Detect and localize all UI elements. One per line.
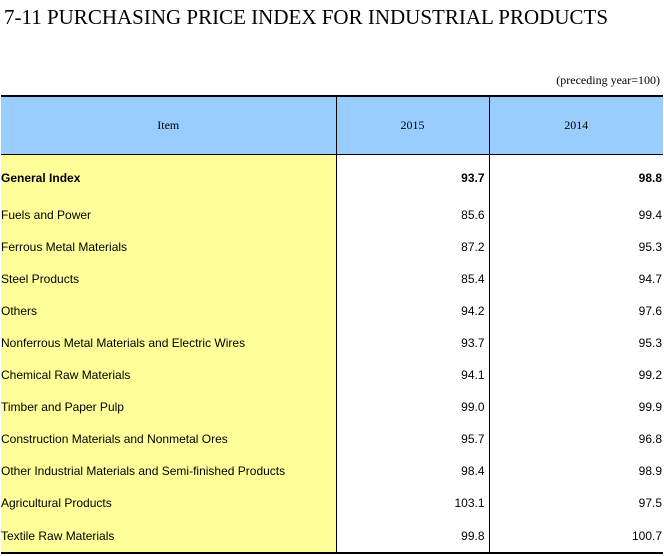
row-value-2014: 98.8 bbox=[488, 154, 663, 199]
table-row: Nonferrous Metal Materials and Electric … bbox=[1, 327, 663, 359]
row-value-2014: 99.9 bbox=[488, 391, 663, 423]
row-item-label: Timber and Paper Pulp bbox=[1, 391, 336, 423]
price-index-table: Item 2015 2014 General Index 93.7 98.8 F… bbox=[1, 95, 663, 554]
row-value-2014: 97.6 bbox=[488, 295, 663, 327]
page-title: 7-11 PURCHASING PRICE INDEX FOR INDUSTRI… bbox=[4, 5, 608, 29]
row-value-2015: 93.7 bbox=[335, 327, 489, 359]
header-item: Item bbox=[1, 95, 336, 155]
row-item-label: Chemical Raw Materials bbox=[1, 359, 336, 391]
row-value-2015: 87.2 bbox=[335, 231, 489, 263]
row-item-label: Others bbox=[1, 295, 336, 327]
table-row: Other Industrial Materials and Semi-fini… bbox=[1, 455, 663, 487]
table-row: Fuels and Power 85.6 99.4 bbox=[1, 199, 663, 231]
row-value-2015: 99.8 bbox=[335, 519, 489, 554]
header-2015: 2015 bbox=[335, 95, 489, 155]
row-value-2014: 96.8 bbox=[488, 423, 663, 455]
row-value-2015: 94.1 bbox=[335, 359, 489, 391]
row-value-2015: 85.6 bbox=[335, 199, 489, 231]
row-value-2015: 95.7 bbox=[335, 423, 489, 455]
row-value-2014: 99.2 bbox=[488, 359, 663, 391]
row-value-2014: 97.5 bbox=[488, 487, 663, 519]
row-value-2014: 98.9 bbox=[488, 455, 663, 487]
row-value-2014: 95.3 bbox=[488, 327, 663, 359]
table-row: Agricultural Products 103.1 97.5 bbox=[1, 487, 663, 519]
table-row: General Index 93.7 98.8 bbox=[1, 154, 663, 199]
row-value-2014: 94.7 bbox=[488, 263, 663, 295]
row-value-2014: 95.3 bbox=[488, 231, 663, 263]
row-value-2015: 93.7 bbox=[335, 154, 489, 199]
table-row: Timber and Paper Pulp 99.0 99.9 bbox=[1, 391, 663, 423]
row-item-label: Nonferrous Metal Materials and Electric … bbox=[1, 327, 336, 359]
table-row: Textile Raw Materials 99.8 100.7 bbox=[1, 519, 663, 554]
row-item-label: Ferrous Metal Materials bbox=[1, 231, 336, 263]
header-2014: 2014 bbox=[488, 95, 663, 155]
table-row: Others 94.2 97.6 bbox=[1, 295, 663, 327]
row-value-2014: 99.4 bbox=[488, 199, 663, 231]
row-value-2015: 103.1 bbox=[335, 487, 489, 519]
table-body: General Index 93.7 98.8 Fuels and Power … bbox=[1, 154, 663, 554]
row-item-label: Construction Materials and Nonmetal Ores bbox=[1, 423, 336, 455]
table-row: Construction Materials and Nonmetal Ores… bbox=[1, 423, 663, 455]
row-value-2014: 100.7 bbox=[488, 519, 663, 554]
table-row: Ferrous Metal Materials 87.2 95.3 bbox=[1, 231, 663, 263]
row-value-2015: 85.4 bbox=[335, 263, 489, 295]
table-row: Steel Products 85.4 94.7 bbox=[1, 263, 663, 295]
row-item-label: Textile Raw Materials bbox=[1, 519, 336, 554]
row-value-2015: 98.4 bbox=[335, 455, 489, 487]
unit-note: (preceding year=100) bbox=[556, 73, 660, 87]
row-value-2015: 94.2 bbox=[335, 295, 489, 327]
row-item-label: Agricultural Products bbox=[1, 487, 336, 519]
table-row: Chemical Raw Materials 94.1 99.2 bbox=[1, 359, 663, 391]
row-item-label: General Index bbox=[1, 154, 336, 199]
row-item-label: Other Industrial Materials and Semi-fini… bbox=[1, 455, 336, 487]
row-value-2015: 99.0 bbox=[335, 391, 489, 423]
table-header-row: Item 2015 2014 bbox=[1, 95, 663, 155]
row-item-label: Fuels and Power bbox=[1, 199, 336, 231]
row-item-label: Steel Products bbox=[1, 263, 336, 295]
